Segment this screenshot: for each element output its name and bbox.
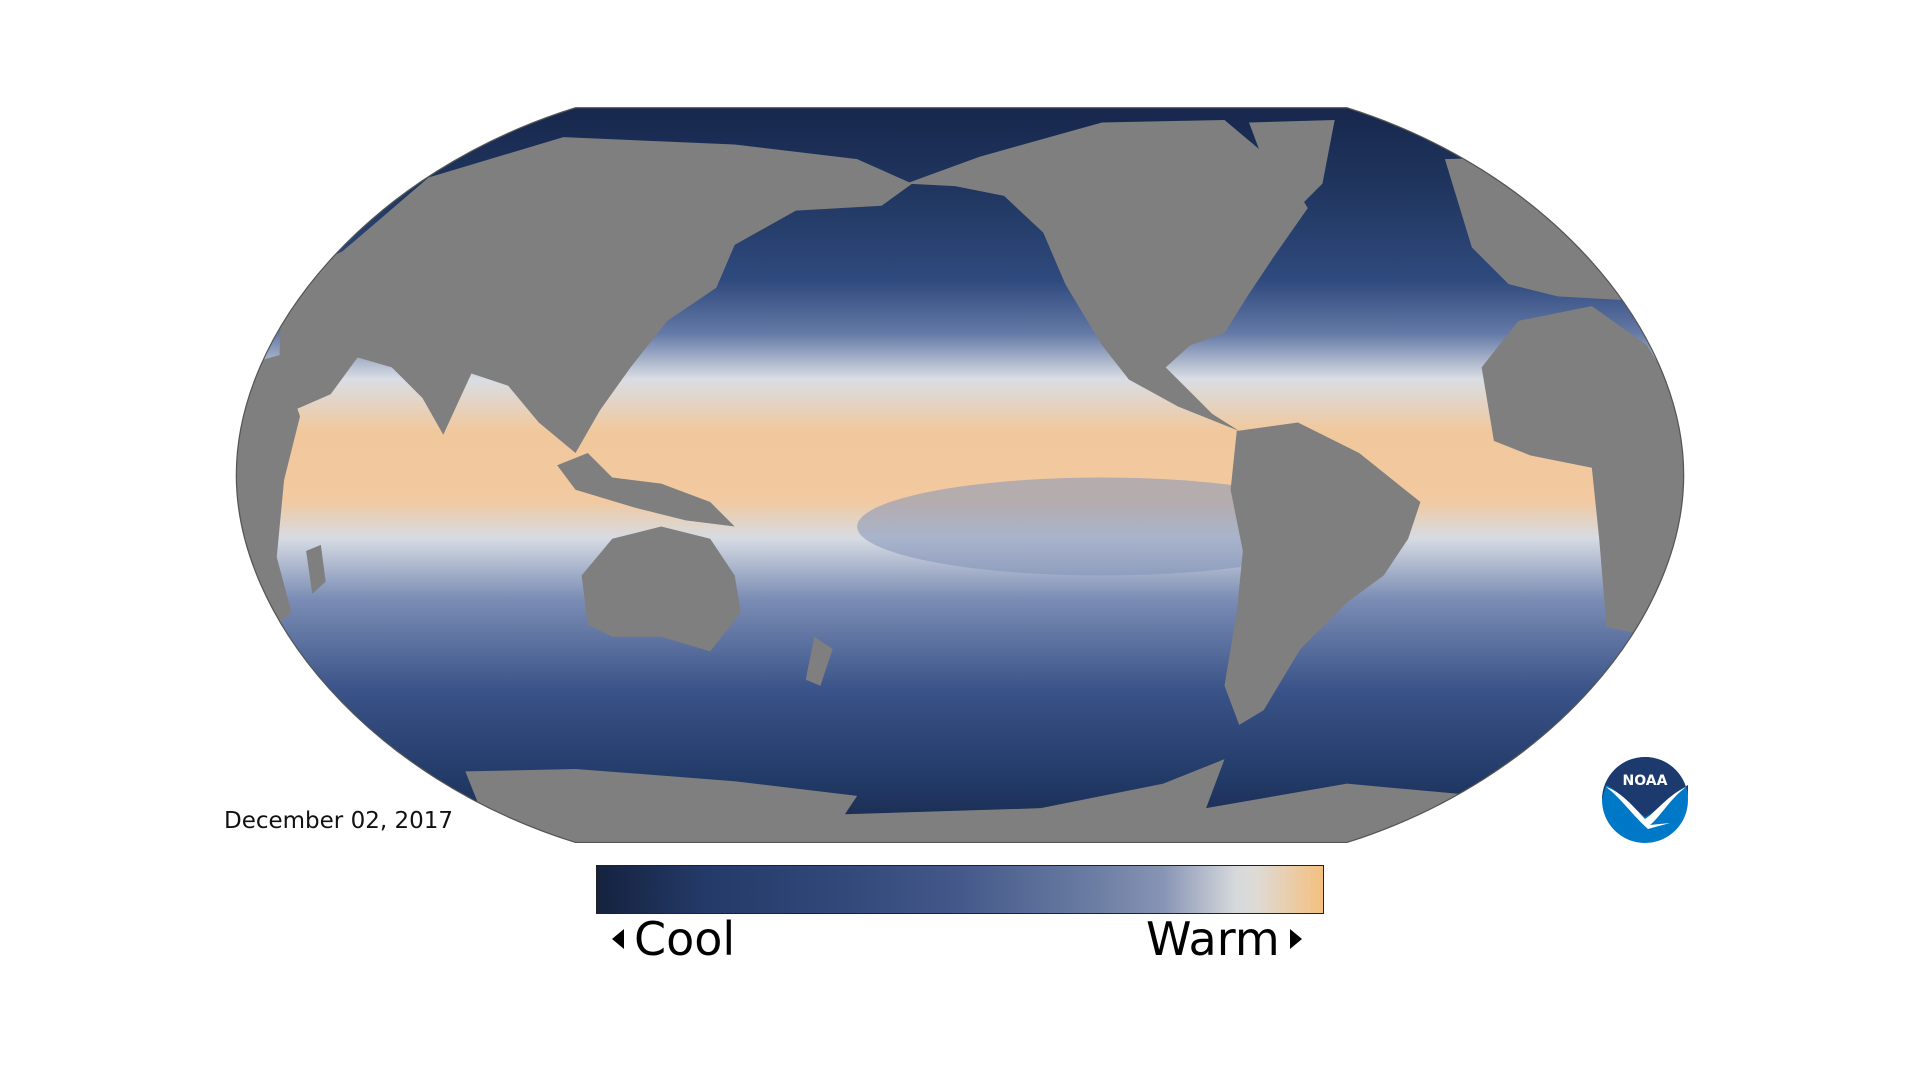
warm-text: Warm — [1146, 912, 1280, 966]
noaa-logo: NOAA — [1602, 757, 1688, 843]
cool-text: Cool — [634, 912, 736, 966]
land-antarctica — [465, 759, 1482, 843]
date-label: December 02, 2017 — [224, 808, 454, 834]
noaa-logo-text: NOAA — [1623, 773, 1668, 789]
triangle-left-icon — [612, 929, 624, 949]
ocean-cool-tongue — [857, 477, 1347, 576]
land-greenland — [1248, 120, 1335, 209]
warm-legend-label: Warm — [1146, 912, 1302, 966]
land-madagascar — [306, 544, 326, 594]
land-eurasia — [279, 137, 913, 454]
cool-legend-label: Cool — [612, 912, 735, 966]
triangle-right-icon — [1289, 929, 1302, 949]
land-indonesia — [557, 453, 735, 527]
color-scale-bar — [596, 865, 1324, 914]
land-africa-east — [1481, 306, 1684, 635]
land-australia — [581, 526, 741, 652]
land-north-america — [906, 120, 1308, 432]
land-new-zealand — [805, 636, 833, 686]
land-south-america — [1224, 422, 1421, 725]
land-masses — [236, 120, 1684, 843]
land-europe — [1444, 156, 1623, 300]
